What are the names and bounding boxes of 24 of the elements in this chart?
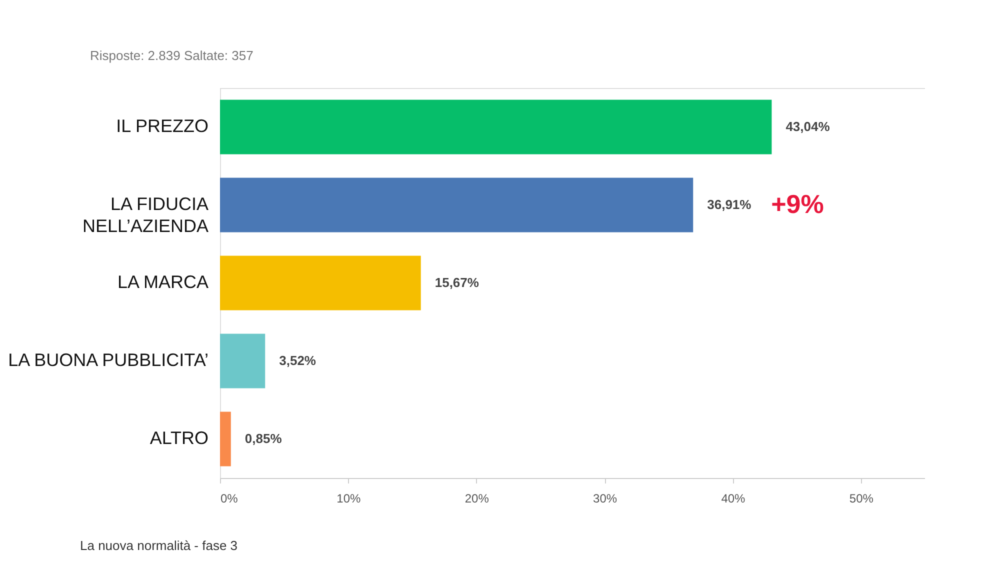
text: La nuova normalità - fase 3 <box>80 538 238 553</box>
bar <box>220 334 266 388</box>
data-label: 0,85% <box>244 431 282 446</box>
x-tick-label: 20% <box>464 492 490 506</box>
x-tick-label: 10% <box>336 492 362 506</box>
bar <box>220 412 231 466</box>
x-tick-label: 30% <box>593 492 618 506</box>
data-label: 3,52% <box>279 353 316 368</box>
data-label: 15,67% <box>434 275 480 290</box>
data-label: 43,04% <box>786 119 830 134</box>
x-tick-label: 40% <box>721 492 746 506</box>
annotation: +9% <box>771 189 824 219</box>
chart-subtitle: Risposte: 2.839 Saltate: 357 <box>90 48 254 63</box>
y-tick-label: ALTRO <box>150 428 208 448</box>
y-tick-label: LA MARCA <box>117 272 208 292</box>
bar <box>220 178 694 232</box>
y-tick-label: IL PREZZO <box>116 116 208 136</box>
x-tick-label: 50% <box>849 492 874 506</box>
x-tick-label: 0% <box>220 492 238 506</box>
bar <box>220 100 772 154</box>
y-tick-label: LA FIDUCIA NELL’AZIENDA <box>82 194 208 236</box>
bar <box>220 256 421 310</box>
y-tick-label: LA BUONA PUBBLICITA’ <box>8 350 208 370</box>
data-label: 36,91% <box>707 197 752 212</box>
